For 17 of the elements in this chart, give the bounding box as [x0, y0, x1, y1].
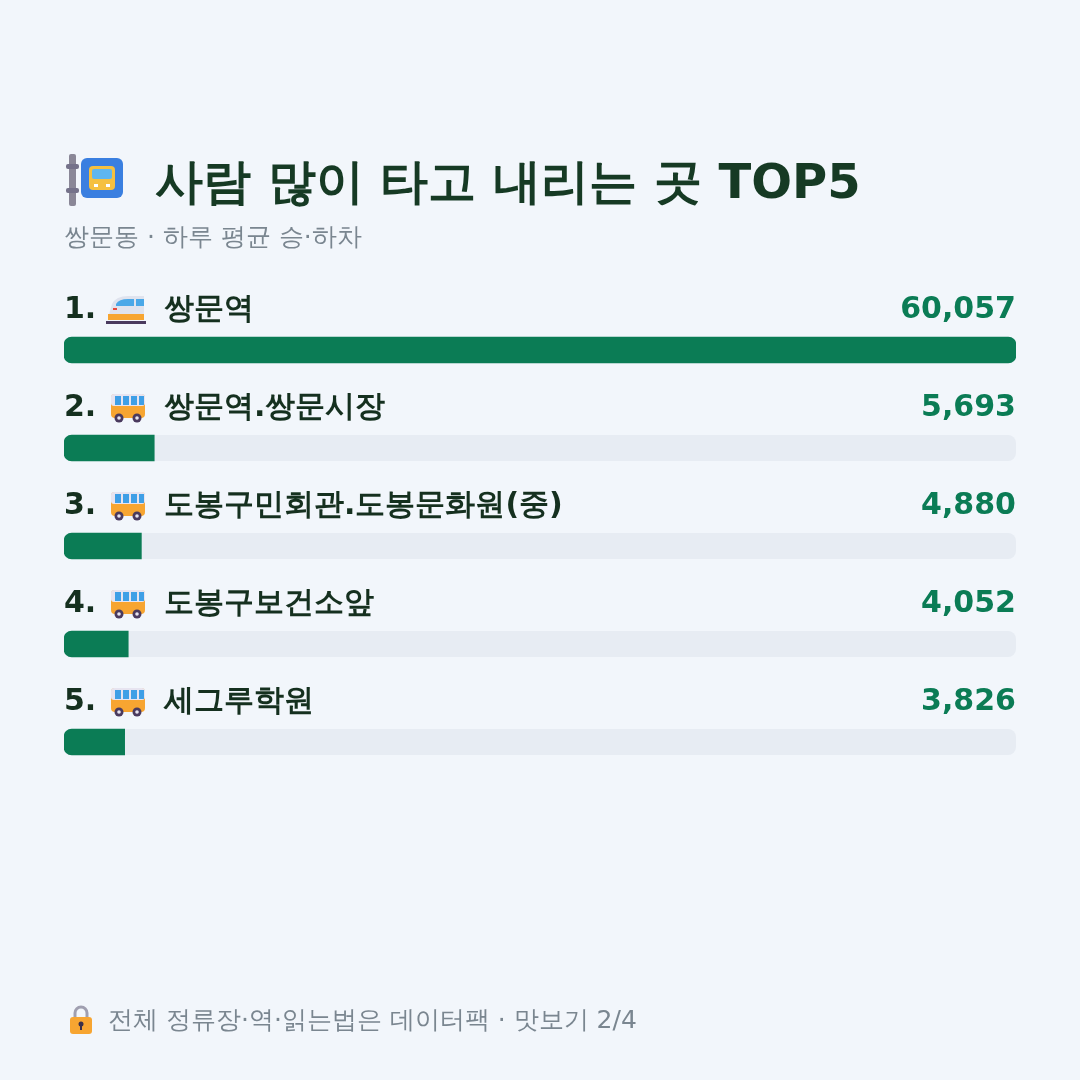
category-label: 1. 쌍문역 [64, 289, 254, 325]
data-label: 60,057 [900, 289, 1016, 325]
category-label: 5. 세그루학원 [64, 681, 314, 717]
category-label: 3. 도봉구민회관.도봉문화원(중) [64, 485, 563, 521]
data-label: 4,880 [921, 485, 1016, 521]
bar [64, 630, 129, 658]
chart-title: 사람 많이 타고 내리는 곳 TOP5 [155, 152, 861, 211]
bar [64, 532, 142, 560]
data-label: 4,052 [921, 583, 1016, 619]
category-label: 4. 도봉구보건소앞 [64, 583, 374, 619]
chart-subtitle: 쌍문동 · 하루 평균 승·하차 [64, 221, 362, 253]
data-label: 3,826 [921, 681, 1016, 717]
data-label: 5,693 [921, 387, 1016, 423]
bar [64, 434, 155, 462]
bar [64, 728, 125, 756]
text: 전체 정류장·역·읽는법은 데이터팩 · 맛보기 2/4 [108, 1004, 637, 1036]
category-label: 2. 쌍문역.쌍문시장 [64, 387, 386, 423]
